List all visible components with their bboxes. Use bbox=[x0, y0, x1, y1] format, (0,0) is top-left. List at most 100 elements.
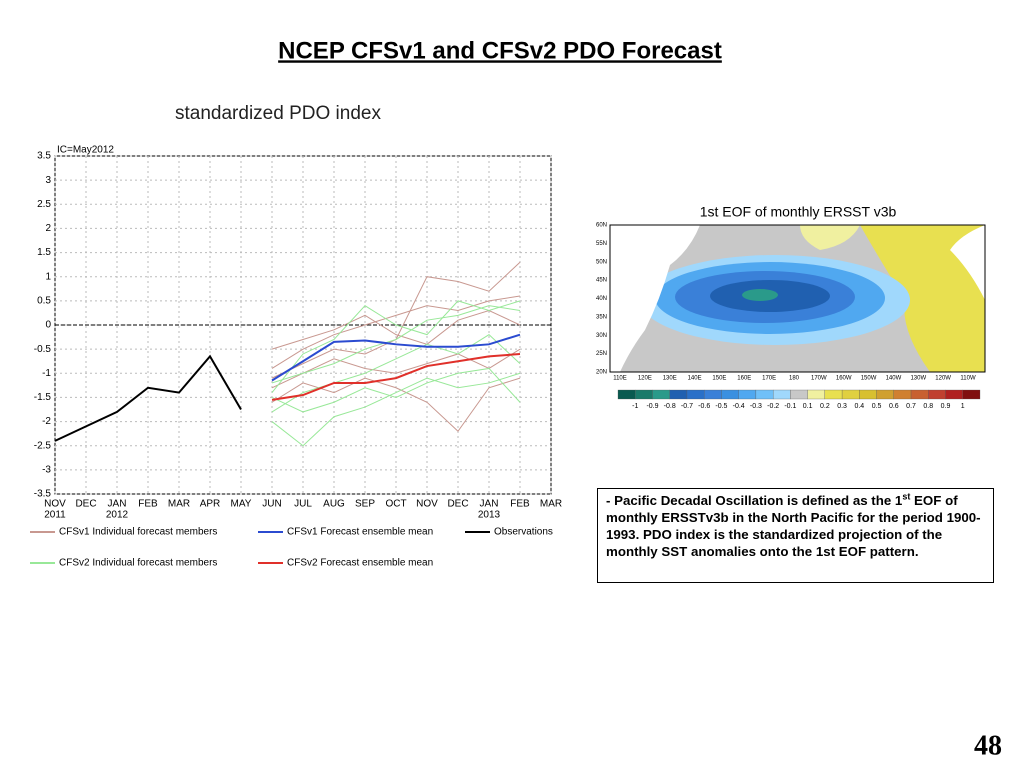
note-text: EOF of monthly ERSSTv3b in the North Pac… bbox=[606, 493, 981, 559]
lon-label: 160W bbox=[836, 376, 852, 382]
lat-label: 50N bbox=[596, 259, 607, 265]
x-tick-label: JAN bbox=[108, 499, 127, 510]
y-tick-label: -1.5 bbox=[34, 392, 52, 403]
colorbar-label: -0.3 bbox=[750, 403, 762, 410]
x-tick-label: JAN bbox=[480, 499, 499, 510]
colorbar-swatch bbox=[721, 389, 739, 400]
lon-label: 140W bbox=[886, 376, 902, 382]
legend-label: Observations bbox=[494, 527, 553, 538]
legend-label: CFSv1 Individual forecast members bbox=[59, 527, 217, 538]
note-text: Pacific Decadal Oscillation is defined a… bbox=[614, 493, 903, 508]
x-tick-label: OCT bbox=[385, 499, 406, 510]
series-line bbox=[271, 377, 521, 432]
map-region bbox=[800, 225, 860, 250]
lon-label: 170E bbox=[762, 376, 776, 382]
map-region bbox=[860, 225, 985, 372]
map-frame bbox=[609, 224, 986, 373]
colorbar-label: -0.2 bbox=[767, 403, 779, 410]
map-title: 1st EOF of monthly ERSST v3b bbox=[700, 204, 897, 220]
lon-label: 150W bbox=[861, 376, 877, 382]
y-tick-label: 2.5 bbox=[37, 199, 51, 210]
y-tick-label: 3 bbox=[45, 175, 51, 186]
series-line bbox=[271, 333, 521, 382]
lat-label: 45N bbox=[596, 278, 607, 284]
y-tick-label: -3.5 bbox=[34, 489, 52, 500]
lat-label: 20N bbox=[596, 370, 607, 376]
colorbar-label: 0.7 bbox=[906, 403, 916, 410]
colorbar-label: 0.8 bbox=[923, 403, 933, 410]
lon-label: 120E bbox=[638, 376, 652, 382]
x-tick-label: SEP bbox=[355, 499, 375, 510]
lon-label: 170W bbox=[811, 376, 827, 382]
y-tick-label: 1 bbox=[45, 271, 51, 282]
colorbar-label: 0.4 bbox=[854, 403, 864, 410]
colorbar-swatch bbox=[859, 389, 877, 400]
y-tick-label: -2.5 bbox=[34, 440, 52, 451]
y-tick-label: -0.5 bbox=[34, 344, 52, 355]
colorbar-label: -0.7 bbox=[681, 403, 693, 410]
colorbar-swatch bbox=[928, 389, 946, 400]
colorbar-label: 0.6 bbox=[889, 403, 899, 410]
land bbox=[950, 225, 985, 300]
legend-label: CFSv2 Individual forecast members bbox=[59, 558, 217, 569]
colorbar-swatch bbox=[635, 389, 653, 400]
map-region bbox=[742, 289, 778, 301]
note-text: - bbox=[606, 493, 615, 508]
colorbar-swatch bbox=[790, 389, 808, 400]
y-tick-label: 3.5 bbox=[37, 151, 51, 162]
x-tick-label: MAY bbox=[231, 499, 252, 510]
lat-label: 35N bbox=[596, 314, 607, 320]
x-tick-label: FEB bbox=[510, 499, 530, 510]
lat-label: 55N bbox=[596, 241, 607, 247]
lon-label: 140E bbox=[688, 376, 702, 382]
colorbar-swatch bbox=[669, 389, 688, 400]
colorbar-label: 0.2 bbox=[820, 403, 830, 410]
colorbar-swatch bbox=[945, 389, 963, 400]
lon-label: 150E bbox=[712, 376, 726, 382]
series-line bbox=[271, 261, 521, 379]
series-line bbox=[271, 295, 521, 369]
y-tick-label: 2 bbox=[45, 223, 51, 234]
slide-title: NCEP CFSv1 and CFSv2 PDO Forecast bbox=[278, 37, 722, 64]
colorbar-swatch bbox=[893, 389, 912, 400]
y-tick-label: 1.5 bbox=[37, 247, 51, 258]
x-tick-label: DEC bbox=[447, 499, 468, 510]
series-line bbox=[271, 372, 521, 447]
y-tick-label: 0.5 bbox=[37, 295, 51, 306]
colorbar-label: 0.3 bbox=[837, 403, 847, 410]
x-tick-label: JUL bbox=[294, 499, 312, 510]
x-tick-label: MAR bbox=[540, 499, 562, 510]
series-line bbox=[271, 309, 521, 350]
y-tick-label: -2 bbox=[42, 416, 51, 427]
colorbar-swatch bbox=[876, 389, 894, 400]
lon-label: 180 bbox=[789, 376, 800, 382]
land bbox=[610, 225, 700, 372]
x-tick-label: JUN bbox=[262, 499, 281, 510]
colorbar-swatch bbox=[652, 389, 670, 400]
lon-label: 160E bbox=[737, 376, 751, 382]
x-year-label: 2011 bbox=[44, 510, 66, 521]
colorbar-swatch bbox=[824, 389, 843, 400]
series-line bbox=[271, 348, 521, 389]
colorbar-label: 0.5 bbox=[872, 403, 882, 410]
colorbar-label: -0.9 bbox=[646, 403, 658, 410]
chart-title: standardized PDO index bbox=[175, 103, 381, 124]
x-tick-label: AUG bbox=[323, 499, 345, 510]
colorbar-label: 0.9 bbox=[941, 403, 951, 410]
lat-label: 40N bbox=[596, 296, 607, 302]
colorbar-label: 1 bbox=[961, 403, 965, 410]
colorbar-label: -0.5 bbox=[715, 403, 727, 410]
colorbar-label: -0.6 bbox=[698, 403, 710, 410]
map bbox=[609, 224, 986, 373]
note-box: - Pacific Decadal Oscillation is defined… bbox=[597, 488, 994, 583]
colorbar-swatch bbox=[841, 389, 860, 400]
lon-label: 110W bbox=[960, 376, 976, 382]
colorbar-label: -0.4 bbox=[733, 403, 745, 410]
x-year-label: 2013 bbox=[478, 510, 501, 521]
x-tick-label: DEC bbox=[75, 499, 96, 510]
colorbar-swatch bbox=[617, 389, 636, 400]
x-tick-label: APR bbox=[200, 499, 221, 510]
lon-label: 110E bbox=[613, 376, 627, 382]
